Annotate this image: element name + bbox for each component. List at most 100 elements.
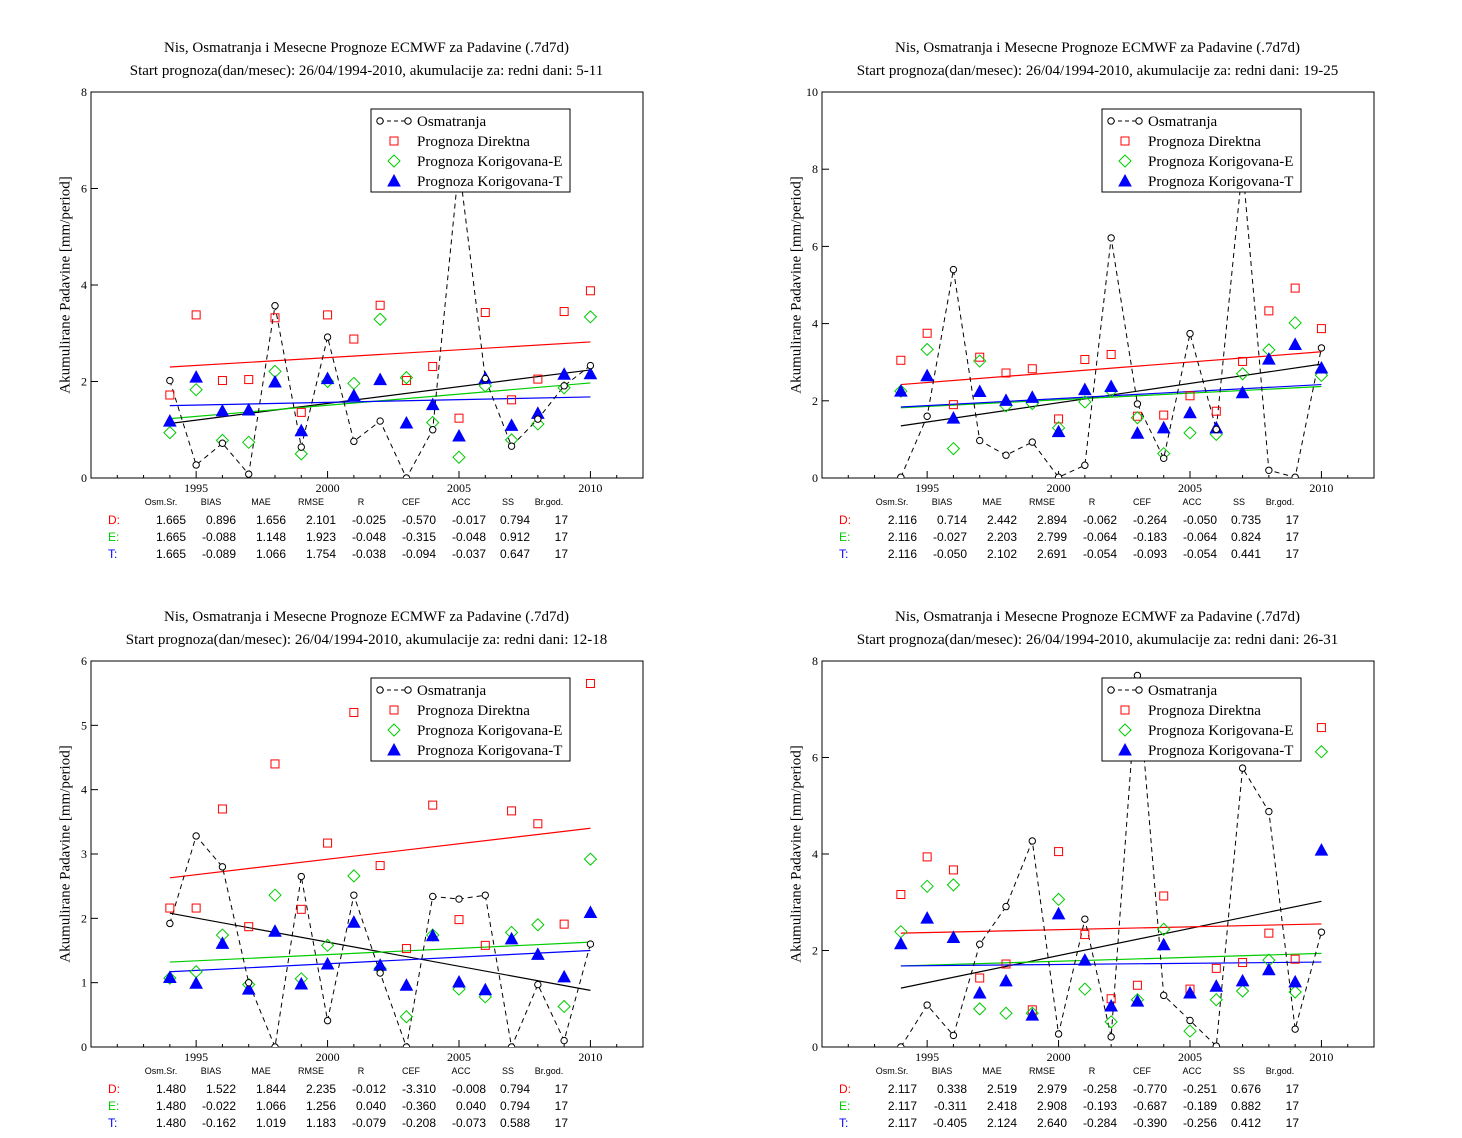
point-prognoza-korigovana-e (894, 924, 908, 939)
point-prognoza-korigovana-e (973, 1002, 987, 1016)
stats-header-cell: MAE (982, 1066, 1002, 1076)
stats-cell: -0.017 (451, 512, 486, 527)
point-prognoza-korigovana-e (1209, 993, 1223, 1007)
stats-row-label: E: (839, 529, 851, 544)
point-prognoza-korigovana-t (452, 428, 466, 442)
y-axis-label: Akumulirane Padavine [mm/period] (788, 745, 805, 963)
point-prognoza-korigovana-t (425, 397, 440, 411)
stats-cell: 2.640 (1036, 1115, 1067, 1130)
point-osmatranja (1186, 1016, 1194, 1025)
stats-cell: 17 (554, 512, 568, 527)
y-tick-label: 0 (812, 471, 818, 485)
stats-table: Osm.Sr. BIAS MAE RMSE R CEF ACC SS Br.god. D: 1.48… (108, 1066, 568, 1131)
point-prognoza-korigovana-t (1156, 420, 1171, 434)
legend-marker (1135, 117, 1143, 125)
x-tick-label: 1995 (184, 481, 208, 495)
stats-header-cell: MAE (982, 497, 1002, 507)
chart-subtitle: Start prognoza(dan/mesec): 26/04/1994-20… (125, 632, 608, 648)
stats-cell: -0.770 (1132, 1081, 1167, 1096)
y-tick-label: 8 (81, 85, 87, 99)
trend-line-obs (169, 369, 591, 425)
legend-marker (389, 705, 399, 715)
point-osmatranja (166, 376, 174, 385)
point-prognoza-korigovana-t (347, 388, 361, 401)
stats-header-cell: R (357, 497, 365, 507)
trend-line-corr-e (900, 952, 1322, 967)
point-osmatranja (1107, 1033, 1115, 1041)
point-prognoza-direktna (948, 865, 958, 875)
point-osmatranja (297, 872, 305, 881)
plot-area (894, 161, 1329, 478)
legend-label: Prognoza Direktna (417, 703, 530, 719)
point-osmatranja (323, 333, 332, 341)
point-prognoza-korigovana-t (1183, 405, 1197, 419)
point-prognoza-direktna (1238, 958, 1248, 968)
stats-header-cell: MAE (251, 497, 271, 507)
stats-cell: -0.390 (1132, 1115, 1167, 1130)
stats-cell: 2.691 (1036, 546, 1067, 561)
stats-cell: 0.794 (499, 512, 530, 527)
x-tick-label: 2010 (1309, 1050, 1333, 1064)
stats-cell: -0.193 (1082, 1098, 1117, 1113)
legend-marker (1120, 705, 1130, 715)
point-prognoza-korigovana-t (1235, 973, 1250, 987)
point-prognoza-korigovana-t (1314, 360, 1329, 374)
y-tick-label: 2 (812, 394, 818, 408)
stats-cell: 2.442 (986, 512, 1017, 527)
legend-label: Osmatranja (1148, 114, 1217, 130)
legend-label: Prognoza Korigovana-E (1148, 154, 1293, 170)
chart-panel-2: Nis, Osmatranja i Mesecne Prognoze ECMWF… (731, 0, 1462, 569)
point-prognoza-direktna (296, 407, 306, 417)
stats-row-label: E: (108, 529, 120, 544)
point-osmatranja (297, 443, 305, 451)
point-prognoza-korigovana-t (1209, 979, 1224, 992)
point-osmatranja (1054, 1030, 1063, 1038)
stats-row-label: D: (839, 1081, 851, 1096)
point-prognoza-korigovana-t (215, 936, 230, 949)
point-prognoza-direktna (349, 707, 359, 717)
stats-cell: -0.315 (401, 529, 436, 544)
stats-cell: -0.258 (1082, 1081, 1117, 1096)
y-tick-label: 4 (81, 783, 87, 797)
point-prognoza-korigovana-e (1130, 411, 1145, 425)
stats-cell: 1.665 (155, 529, 186, 544)
stats-cell: 1.066 (255, 1098, 286, 1113)
point-osmatranja (1186, 329, 1194, 338)
point-prognoza-korigovana-t (1025, 1008, 1040, 1021)
stats-cell: 2.235 (305, 1081, 336, 1096)
stats-header-cell: Br.god. (534, 1066, 564, 1076)
stats-header-cell: Osm.Sr. (144, 1066, 178, 1076)
trend-line-direct (169, 341, 591, 368)
stats-cell: 1.148 (255, 529, 286, 544)
point-prognoza-direktna (896, 890, 906, 900)
stats-header-cell: CEF (402, 497, 420, 507)
legend-label: Prognoza Korigovana-E (417, 154, 562, 170)
stats-cell: 17 (1285, 1115, 1299, 1130)
point-prognoza-direktna (244, 922, 254, 932)
point-prognoza-direktna (165, 390, 175, 400)
stats-header-cell: RMSE (297, 1066, 324, 1076)
point-prognoza-korigovana-e (189, 382, 203, 397)
point-prognoza-korigovana-e (1104, 1015, 1118, 1029)
stats-cell: -0.073 (451, 1115, 486, 1130)
point-osmatranja (245, 470, 253, 478)
point-prognoza-korigovana-t (504, 418, 519, 431)
point-prognoza-direktna (1185, 391, 1195, 401)
stats-cell: -0.062 (1082, 512, 1117, 527)
stats-header-cell: Osm.Sr. (875, 1066, 909, 1076)
point-prognoza-korigovana-t (1104, 379, 1118, 393)
stats-header-cell: ACC (1182, 1066, 1202, 1076)
point-prognoza-direktna (375, 300, 385, 310)
chart-title: Nis, Osmatranja i Mesecne Prognoze ECMWF… (164, 40, 569, 56)
y-tick-label: 10 (806, 85, 818, 99)
point-prognoza-korigovana-t (163, 970, 177, 984)
point-prognoza-direktna (296, 904, 306, 914)
point-prognoza-korigovana-t (1130, 994, 1145, 1007)
point-prognoza-korigovana-t (946, 930, 961, 943)
x-tick-label: 1995 (915, 1050, 939, 1064)
point-prognoza-korigovana-e (1183, 426, 1197, 440)
stats-header-cell: SS (1232, 497, 1245, 507)
point-osmatranja (586, 940, 595, 948)
stats-cell: 0.912 (499, 529, 530, 544)
point-prognoza-direktna (191, 903, 201, 913)
